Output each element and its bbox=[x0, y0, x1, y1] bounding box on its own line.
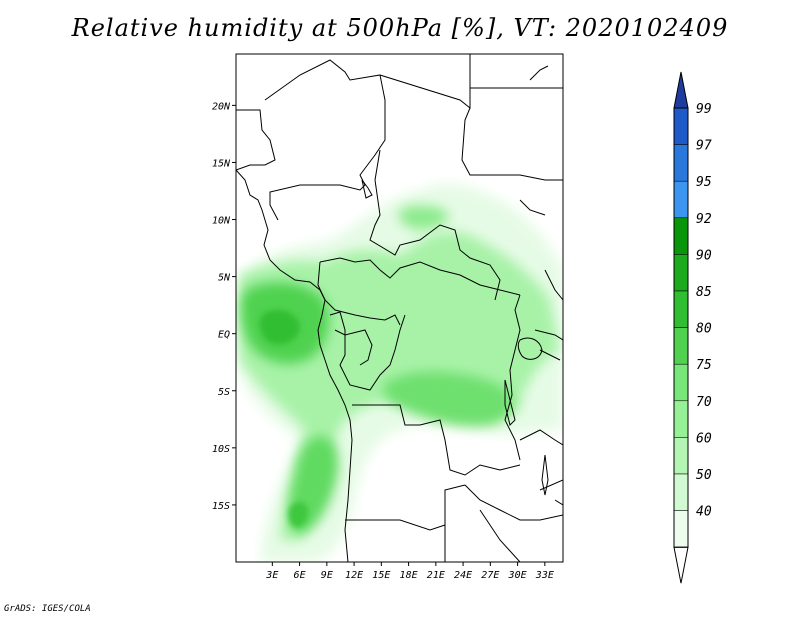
grads-credit: GrADS: IGES/COLA bbox=[4, 604, 91, 614]
lon-tick-label: 6E bbox=[294, 570, 306, 581]
coast-east-tip bbox=[519, 65, 549, 216]
colorbar-segment bbox=[673, 180, 689, 219]
map-frame bbox=[235, 53, 564, 563]
lat-tick-label: 20N bbox=[212, 101, 231, 112]
colorbar-outline bbox=[673, 107, 689, 548]
lon-tick-label: 15E bbox=[372, 570, 390, 581]
colorbar-segment bbox=[673, 363, 689, 402]
country-borders bbox=[236, 54, 563, 562]
lat-tick-label: 15S bbox=[212, 501, 230, 512]
latitude-axis: 20N 15N 10N 5N EQ 5S 10S 15S bbox=[212, 101, 236, 512]
coastline-west-africa bbox=[236, 169, 353, 562]
lon-tick-label: 9E bbox=[321, 570, 333, 581]
lake-chad bbox=[361, 179, 373, 199]
colorbar-label: 92 bbox=[696, 212, 712, 227]
lat-tick-label: 10S bbox=[212, 444, 230, 455]
lake-malawi bbox=[541, 454, 549, 496]
colorbar-segment bbox=[673, 107, 689, 145]
border-gabon bbox=[334, 329, 373, 366]
border-east-africa bbox=[534, 269, 563, 506]
lon-tick-label: 33E bbox=[535, 570, 554, 581]
lon-tick-label: 24E bbox=[454, 570, 472, 581]
colorbar-segment bbox=[673, 327, 689, 365]
border-north-1 bbox=[236, 109, 276, 171]
colorbar-label: 70 bbox=[696, 395, 712, 410]
lon-tick-label: 3E bbox=[265, 570, 278, 581]
lon-tick-label: 21E bbox=[427, 570, 445, 581]
colorbar-segment bbox=[673, 510, 689, 548]
border-north-2 bbox=[264, 59, 386, 221]
colorbar-segment bbox=[673, 290, 689, 328]
colorbar-label: 97 bbox=[696, 139, 712, 154]
longitude-axis: 3E 6E 9E 12E 15E 18E 21E 24E 27E 30E 33E bbox=[265, 562, 554, 581]
colorbar-top-arrow bbox=[673, 71, 689, 109]
lake-victoria bbox=[517, 337, 543, 360]
lon-tick-label: 27E bbox=[481, 570, 499, 581]
colorbar-segment bbox=[673, 400, 689, 438]
border-mozambique bbox=[444, 484, 563, 562]
lat-tick-label: EQ bbox=[218, 330, 230, 341]
lon-tick-label: 18E bbox=[400, 570, 418, 581]
colorbar-label: 50 bbox=[696, 468, 712, 483]
colorbar-segment bbox=[673, 217, 689, 255]
lat-tick-label: 15N bbox=[212, 158, 231, 169]
border-congo bbox=[329, 311, 406, 391]
lon-tick-label: 12E bbox=[345, 570, 363, 581]
lat-tick-label: 10N bbox=[212, 216, 231, 227]
colorbar-segment bbox=[673, 473, 689, 511]
colorbar-label: 99 bbox=[696, 102, 712, 117]
lake-tanganyika bbox=[504, 379, 516, 426]
border-car bbox=[319, 257, 521, 296]
border-drc-east bbox=[504, 294, 521, 461]
colorbar-segment bbox=[673, 254, 689, 292]
humidity-field bbox=[236, 183, 563, 562]
colorbar-label: 90 bbox=[696, 248, 712, 263]
border-cameroon bbox=[317, 261, 401, 326]
lat-tick-label: 5N bbox=[218, 273, 231, 284]
colorbar-label: 95 bbox=[696, 175, 712, 190]
colorbar-label: 85 bbox=[696, 285, 712, 300]
border-tanzania bbox=[519, 429, 563, 446]
colorbar-bottom-arrow bbox=[673, 546, 689, 584]
colorbar-label: 60 bbox=[696, 431, 712, 446]
colorbar-segment bbox=[673, 144, 689, 182]
border-chad bbox=[369, 149, 501, 301]
humidity-peak bbox=[259, 309, 309, 528]
colorbar-label: 75 bbox=[696, 358, 712, 373]
colorbar-label: 80 bbox=[696, 322, 712, 337]
border-egypt-sudan bbox=[461, 107, 563, 181]
map-title: Relative humidity at 500hPa [%], VT: 202… bbox=[71, 14, 729, 42]
lon-tick-label: 30E bbox=[508, 570, 527, 581]
colorbar: 99 97 95 92 90 85 80 75 70 60 50 40 bbox=[673, 71, 712, 584]
border-north-3 bbox=[379, 54, 471, 110]
lat-tick-label: 5S bbox=[218, 387, 230, 398]
border-angola-zambia bbox=[345, 484, 466, 531]
colorbar-label: 40 bbox=[696, 505, 712, 520]
colorbar-segment bbox=[673, 437, 689, 475]
border-drc-south bbox=[352, 404, 521, 476]
